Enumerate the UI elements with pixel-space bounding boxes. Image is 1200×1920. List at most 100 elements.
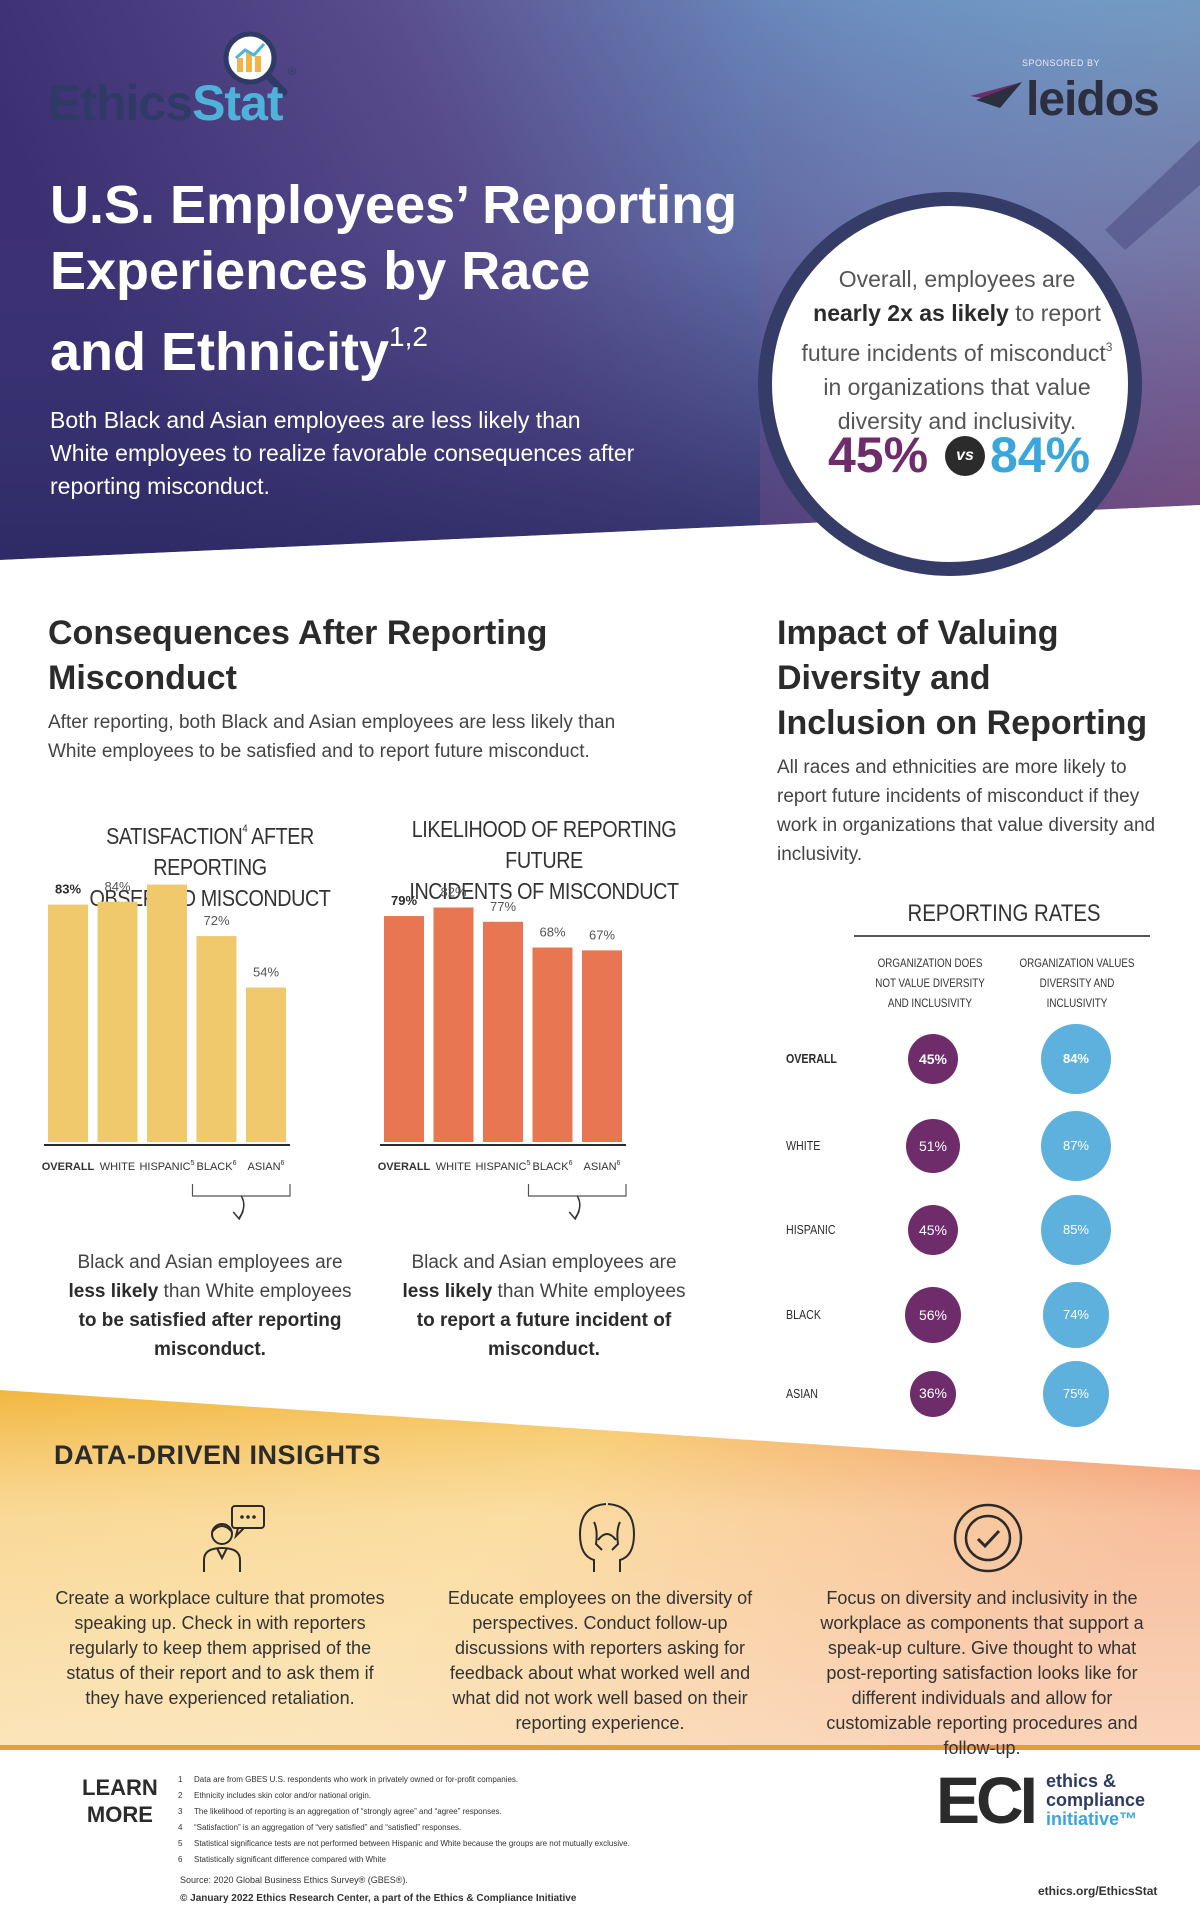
leidos-arrow-icon — [970, 82, 1022, 108]
stat-not-valuing: 45% — [828, 427, 929, 483]
page-title: U.S. Employees’ Reporting Experiences by… — [50, 175, 738, 382]
consequences-title: Consequences After Reporting Misconduct — [48, 614, 548, 697]
row-label-white: WHITE — [786, 1138, 821, 1153]
eci-line-3: initiative™ — [1046, 1809, 1138, 1829]
impact-description: All races and ethnicities are more likel… — [777, 757, 1156, 865]
value-label: 84% — [104, 880, 130, 894]
category-label: BLACK6 — [197, 1160, 237, 1173]
bubble-not-valuing-white: 51% — [905, 1118, 961, 1174]
footnote-item: 3 The likelihood of reporting is an aggre… — [178, 1807, 502, 1816]
person-speech-icon — [203, 1505, 265, 1572]
row-label-hispanic: HISPANIC — [786, 1222, 836, 1237]
row-label-overall: OVERALL — [786, 1051, 837, 1066]
leidos-wordmark: leidos — [1026, 73, 1160, 126]
learn-more-link[interactable]: LEARN MORE — [82, 1775, 158, 1827]
bubble-valuing-asian: 75% — [1043, 1361, 1109, 1427]
footnote-item: 2 Ethnicity includes skin color and/or na… — [178, 1791, 371, 1800]
bubble-not-valuing-black: 56% — [904, 1286, 962, 1344]
bubble-not-valuing-hispanic: 45% — [907, 1204, 959, 1256]
category-label: HISPANIC5 — [139, 1160, 194, 1173]
bar-hispanic — [147, 884, 187, 1142]
insights-title: DATA-DRIVEN INSIGHTS — [54, 1440, 381, 1470]
logo-wordmark: EthicsStat — [48, 75, 284, 131]
page-subtitle: Both Black and Asian employees are less … — [50, 407, 635, 499]
impact-title: Impact of Valuing Diversity and Inclusio… — [777, 614, 1148, 742]
eci-line-2: compliance — [1046, 1790, 1146, 1810]
highlight-text: Overall, employees are nearly 2x as like… — [801, 266, 1113, 434]
insight-text-2: Educate employees on the diversity of pe… — [447, 1588, 753, 1733]
sponsor-label: SPONSORED BY — [1022, 58, 1101, 68]
row-label-black: BLACK — [786, 1307, 821, 1322]
category-label: OVERALL — [378, 1161, 431, 1173]
leidos-logo[interactable]: leidos — [970, 72, 1160, 132]
callout-likelihood: Black and Asian employees are less likel… — [402, 1252, 686, 1360]
check-circle-icon — [953, 1503, 1023, 1573]
logo-registered-mark: ® — [288, 66, 297, 78]
footnotes-list: 1 Data are from GBES U.S. respondents who… — [178, 1772, 778, 1868]
bubble-valuing-white: 87% — [1040, 1110, 1112, 1182]
bar-overall — [48, 904, 88, 1142]
consequences-description: After reporting, both Black and Asian em… — [48, 712, 616, 762]
category-label: ASIAN6 — [248, 1160, 285, 1173]
bubble-not-valuing-overall: 45% — [907, 1033, 959, 1085]
footnote-item: 1 Data are from GBES U.S. respondents who… — [178, 1775, 519, 1784]
footnote-item: 5 Statistical significance tests are not … — [178, 1839, 630, 1848]
chart-likelihood: 79% OVERALL 82% WHITE 77% HISPANIC5 68% BLACK6 6… — [378, 884, 627, 1220]
bubble-valuing-black: 74% — [1043, 1282, 1109, 1348]
value-label: 68% — [539, 925, 565, 940]
column-head-valuing: Organization values diversity and inclus… — [1019, 956, 1135, 1010]
bar-overall — [384, 916, 424, 1142]
value-label: 82% — [440, 884, 466, 899]
category-label: WHITE — [436, 1161, 471, 1173]
highlight-circle: Overall, employees are nearly 2x as like… — [758, 192, 1142, 576]
column-head-not-valuing: Organization does not value diversity an… — [875, 956, 985, 1010]
bubble-not-valuing-asian: 36% — [910, 1371, 956, 1417]
bar-asian — [246, 987, 286, 1142]
footnote-item: 6 Statistically significant difference co… — [178, 1855, 386, 1864]
head-profiles-icon — [578, 1503, 636, 1572]
chart-satisfaction: 83%OVERALL84%WHITE90%HISPANIC572%BLACK65… — [42, 880, 291, 1220]
stat-valuing: 84% — [990, 427, 1091, 483]
value-label: 72% — [203, 913, 229, 928]
group-bracket — [527, 1184, 627, 1197]
source-note: Source: 2020 Global Business Ethics Surv… — [180, 1875, 408, 1885]
footnote-item: 4 “Satisfaction” is an aggregation of “ve… — [178, 1823, 462, 1832]
value-label: 77% — [490, 899, 516, 914]
value-label: 79% — [391, 893, 417, 908]
ethics-org-link[interactable]: ethics.org/EthicsStat — [1038, 1884, 1158, 1898]
bubble-valuing-hispanic: 85% — [1040, 1194, 1112, 1266]
reporting-rates-title: REPORTING RATES — [907, 900, 1101, 927]
bar-white — [433, 907, 474, 1142]
category-label: ASIAN6 — [584, 1160, 621, 1173]
vs-badge: vs — [945, 436, 985, 476]
category-label: HISPANIC5 — [475, 1160, 530, 1173]
group-bracket — [191, 1184, 291, 1197]
callout-satisfaction: Black and Asian employees are less likel… — [68, 1252, 352, 1360]
eci-logo[interactable]: ECI ethics & compliance initiative™ — [936, 1763, 1166, 1837]
chart-likelihood-title: LIKELIHOOD OF REPORTING FUTURE INCIDENTS… — [409, 816, 679, 904]
row-label-asian: ASIAN — [786, 1386, 818, 1401]
eci-mark: ECI — [936, 1763, 1038, 1837]
value-label: 83% — [55, 882, 81, 897]
insight-text-3: Focus on diversity and inclusivity in th… — [820, 1588, 1144, 1758]
bubble-valuing-overall: 84% — [1041, 1024, 1111, 1094]
eci-line-1: ethics & — [1046, 1771, 1117, 1791]
bar-white — [97, 901, 138, 1142]
value-label: 67% — [589, 927, 615, 942]
bar-asian — [582, 950, 622, 1142]
value-label: 54% — [253, 965, 279, 980]
bar-black — [532, 947, 573, 1142]
bar-hispanic — [483, 921, 523, 1142]
insight-text-1: Create a workplace culture that promotes… — [55, 1588, 385, 1708]
copyright-note: © January 2022 Ethics Research Center, a… — [180, 1893, 577, 1904]
category-label: OVERALL — [42, 1161, 95, 1173]
callout-arrowhead — [568, 1210, 580, 1220]
magnifier-chart-icon — [223, 31, 288, 96]
insights-background — [0, 1390, 1200, 1750]
callout-arrowhead — [232, 1210, 244, 1220]
reporting-rates-divider — [854, 935, 1150, 937]
highlight-stats: 45% vs 84% — [772, 426, 1128, 486]
category-label: WHITE — [100, 1161, 135, 1173]
category-label: BLACK6 — [533, 1160, 573, 1173]
ethicsstat-logo[interactable]: EthicsStat ® — [48, 28, 308, 131]
